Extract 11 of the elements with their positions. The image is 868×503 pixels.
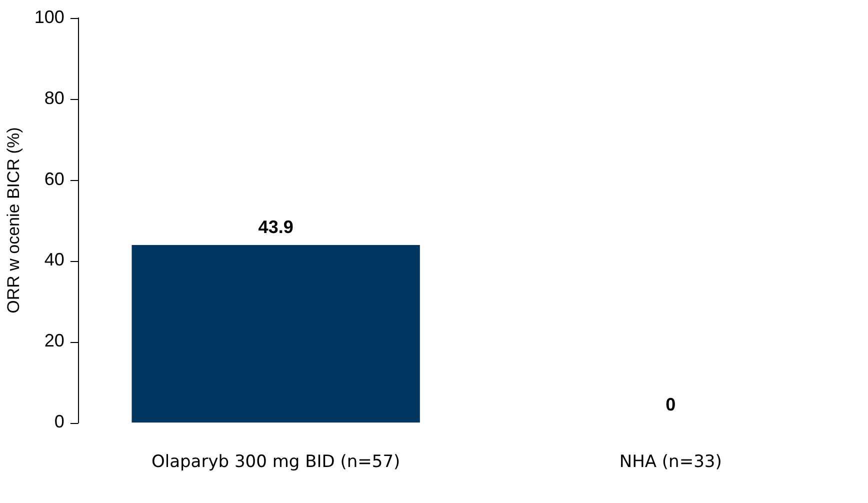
y-tick-label: 20 <box>44 330 64 351</box>
x-tick-label: Olaparyb 300 mg BID (n=57) <box>151 452 400 472</box>
y-axis-title: ORR w ocenie BICR (%) <box>4 127 23 314</box>
data-label: 0 <box>666 394 676 415</box>
y-tick-label: 40 <box>44 250 64 270</box>
y-tick-label: 0 <box>54 412 64 432</box>
y-tick-label: 100 <box>34 6 64 27</box>
x-tick-label: NHA (n=33) <box>619 452 722 472</box>
y-tick-label: 80 <box>44 88 64 108</box>
data-label: 43.9 <box>258 216 294 237</box>
y-tick-label: 60 <box>44 168 64 189</box>
